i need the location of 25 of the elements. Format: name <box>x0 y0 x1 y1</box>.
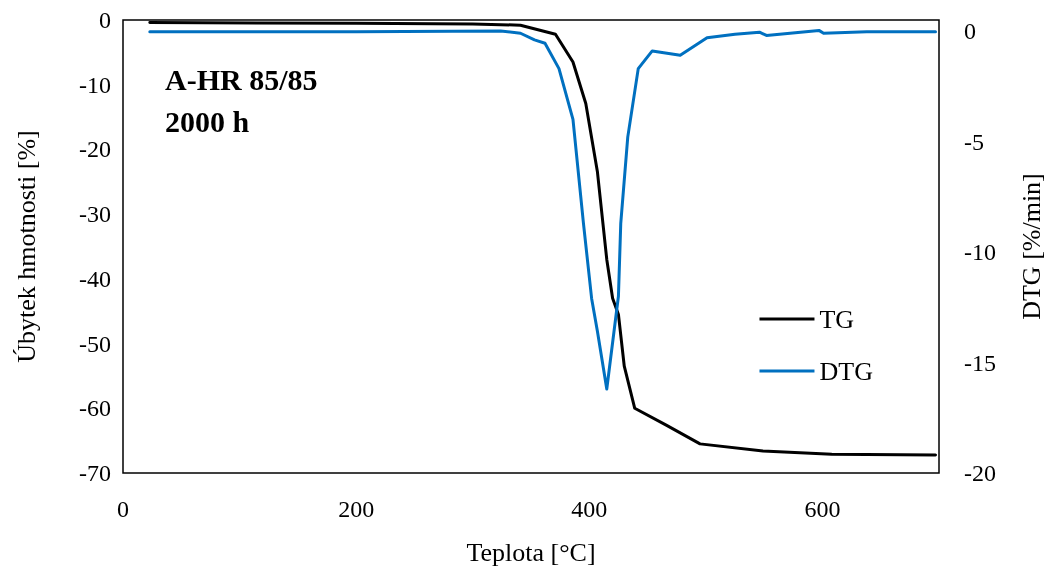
y-tick-label: 0 <box>99 7 111 33</box>
y2-tick-label: 0 <box>964 18 976 45</box>
y2-tick-label: -20 <box>964 460 996 486</box>
y-axis-title: Úbytek hmotnosti [%] <box>12 130 41 363</box>
x-axis-title: Teplota [°C] <box>466 538 596 567</box>
legend-label: TG <box>819 304 855 334</box>
line-series <box>148 28 937 391</box>
x-tick-label: 600 <box>804 496 841 522</box>
y-tick-label: -50 <box>79 330 111 357</box>
x-tick-label: 0 <box>117 496 129 522</box>
y2-tick-label: -15 <box>964 349 996 376</box>
y-tick-label: -20 <box>79 136 111 163</box>
x-tick-label: 200 <box>338 496 375 522</box>
legend-label: DTG <box>819 356 873 386</box>
annotation: 2000 h <box>165 105 250 138</box>
x-tick-label: 400 <box>571 496 608 522</box>
y-tick-label: -30 <box>79 201 111 228</box>
y-tick-label: -40 <box>79 265 111 292</box>
annotation: A-HR 85/85 <box>165 63 318 96</box>
y2-axis-title: DTG [%/min] <box>1017 173 1046 320</box>
y2-tick-label: -5 <box>964 128 984 155</box>
y-tick-label: -10 <box>79 71 111 98</box>
y-tick-label: -60 <box>79 395 111 422</box>
y2-tick-label: -10 <box>964 239 996 266</box>
y-tick-label: -70 <box>79 460 111 486</box>
